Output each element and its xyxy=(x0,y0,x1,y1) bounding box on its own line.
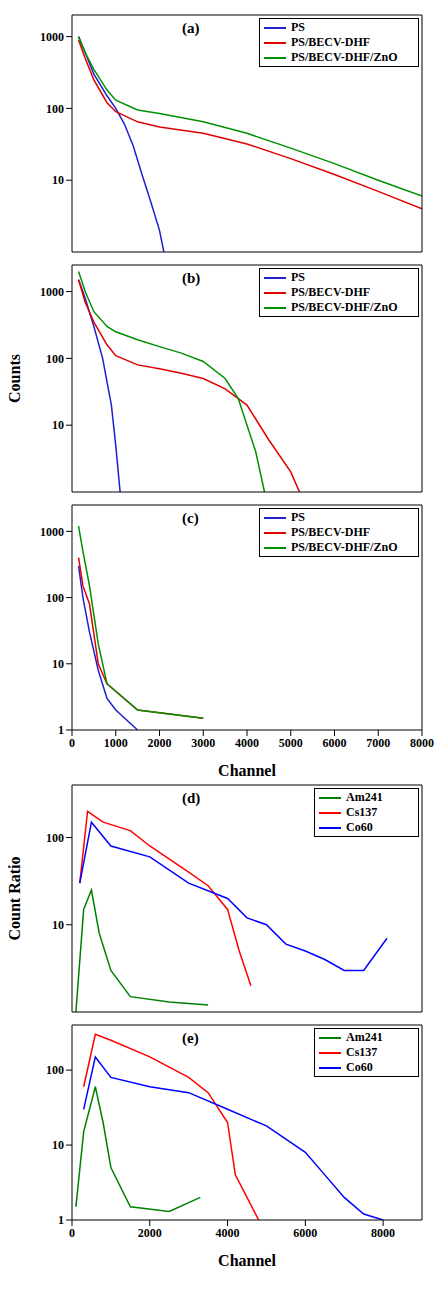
svg-text:2000: 2000 xyxy=(148,736,172,750)
html-text:PS/BECV-DHF/ZnO: PS/BECV-DHF/ZnO xyxy=(291,50,398,64)
html-text:PS/BECV-DHF: PS/BECV-DHF xyxy=(291,285,371,299)
html-text:PS: PS xyxy=(291,510,305,524)
html-text:(a): (a) xyxy=(182,20,200,36)
svg-text:7000: 7000 xyxy=(366,736,390,750)
svg-text:0: 0 xyxy=(69,1226,75,1240)
svg-text:1000: 1000 xyxy=(40,285,64,299)
html-text:PS/BECV-DHF/ZnO: PS/BECV-DHF/ZnO xyxy=(291,300,398,314)
svg-text:10: 10 xyxy=(52,1138,64,1152)
html-text:PS/BECV-DHF: PS/BECV-DHF xyxy=(291,525,371,539)
svg-text:2000: 2000 xyxy=(138,1226,162,1240)
html-text:PS/BECV-DHF: PS/BECV-DHF xyxy=(291,35,371,49)
svg-text:10: 10 xyxy=(52,918,64,932)
html-text:(e): (e) xyxy=(182,1030,199,1046)
svg-text:100: 100 xyxy=(46,102,64,116)
html-text:Cs137: Cs137 xyxy=(346,805,378,819)
svg-text:8000: 8000 xyxy=(410,736,434,750)
svg-text:10: 10 xyxy=(52,418,64,432)
svg-text:8000: 8000 xyxy=(371,1226,395,1240)
html-text:PS/BECV-DHF/ZnO: PS/BECV-DHF/ZnO xyxy=(291,540,398,554)
html-text:Am241: Am241 xyxy=(346,790,383,804)
svg-text:6000: 6000 xyxy=(293,1226,317,1240)
svg-text:1: 1 xyxy=(58,723,64,737)
html-text:PS: PS xyxy=(291,270,305,284)
svg-text:10: 10 xyxy=(52,657,64,671)
html-text:(d): (d) xyxy=(182,790,201,806)
svg-text:0: 0 xyxy=(69,736,75,750)
svg-text:Count Ratio: Count Ratio xyxy=(8,856,23,940)
svg-text:Channel: Channel xyxy=(218,762,276,778)
svg-text:10: 10 xyxy=(52,173,64,187)
html-text:(c): (c) xyxy=(182,510,199,526)
svg-text:Channel: Channel xyxy=(218,1252,276,1268)
svg-text:100: 100 xyxy=(46,831,64,845)
svg-text:6000: 6000 xyxy=(323,736,347,750)
html-text:Co60: Co60 xyxy=(346,820,373,834)
svg-text:100: 100 xyxy=(46,352,64,366)
svg-text:4000: 4000 xyxy=(216,1226,240,1240)
svg-text:100: 100 xyxy=(46,591,64,605)
svg-text:1000: 1000 xyxy=(104,736,128,750)
html-text:PS: PS xyxy=(291,20,305,34)
svg-text:5000: 5000 xyxy=(279,736,303,750)
svg-text:100: 100 xyxy=(46,1063,64,1077)
html-text:(b): (b) xyxy=(182,270,201,286)
html-text:Am241: Am241 xyxy=(346,1030,383,1044)
html-text:Co60: Co60 xyxy=(346,1060,373,1074)
svg-text:Counts: Counts xyxy=(8,354,23,403)
svg-text:3000: 3000 xyxy=(191,736,215,750)
svg-text:1000: 1000 xyxy=(40,30,64,44)
html-text:Cs137: Cs137 xyxy=(346,1045,378,1059)
svg-text:4000: 4000 xyxy=(235,736,259,750)
svg-text:1: 1 xyxy=(58,1213,64,1227)
svg-text:1000: 1000 xyxy=(40,525,64,539)
